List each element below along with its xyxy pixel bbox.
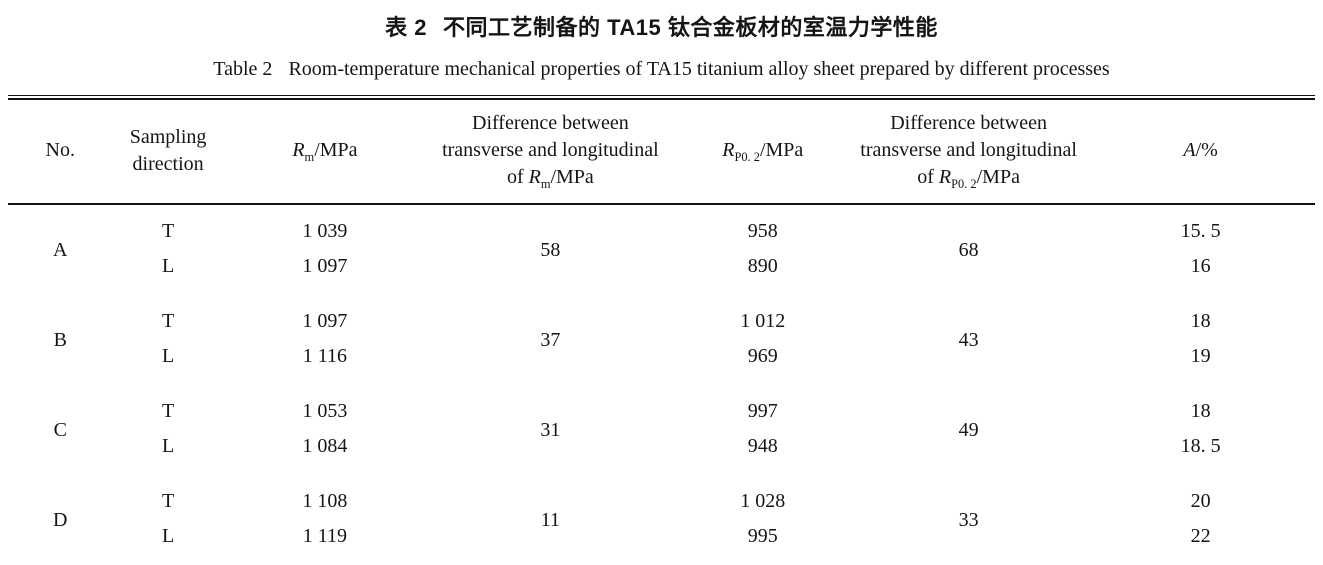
cell-direction: T	[161, 490, 175, 512]
cell-elongation: 18	[1190, 310, 1211, 332]
table-row: L 1 097 890 16	[8, 249, 1315, 295]
rp02-subscript: P0. 2	[734, 150, 760, 164]
cell-diff-rp02: 68	[958, 238, 979, 261]
mechanical-properties-table: No. Sampling direction Rm/MPa Difference…	[8, 100, 1315, 565]
cell-diff-rp02: 43	[958, 328, 979, 351]
process-group-a: A T 1 039 58 958 68 15. 5 L 1 097 890 16	[8, 204, 1315, 295]
cell-direction: T	[161, 310, 175, 332]
table-row: L 1 116 969 19	[8, 339, 1315, 385]
col-header-no: No.	[45, 139, 75, 161]
diff-rp02-line3: of RP0. 2/MPa	[853, 164, 1084, 191]
of-prefix: of	[506, 166, 529, 188]
cell-rp02: 995	[747, 525, 778, 547]
cell-diff-rp02: 49	[958, 418, 979, 441]
diff-rm-line1: Difference between	[472, 112, 629, 134]
header-row: No. Sampling direction Rm/MPa Difference…	[8, 100, 1315, 204]
cell-elongation: 20	[1190, 490, 1211, 512]
table-title-chinese: 表 2 不同工艺制备的 TA15 钛合金板材的室温力学性能	[8, 10, 1315, 42]
diff-rp02-line2: transverse and longitudinal	[860, 139, 1077, 161]
table-number-en: Table 2	[213, 58, 273, 80]
rp02-symbol: R	[722, 139, 735, 161]
of-prefix: of	[917, 166, 939, 188]
cell-direction: L	[161, 435, 175, 457]
cell-direction: T	[161, 220, 175, 242]
cell-rp02: 1 012	[740, 310, 786, 332]
cell-diff-rm: 11	[540, 508, 561, 531]
diff-rm-line3: of Rm/MPa	[428, 164, 672, 191]
cell-rm: 1 097	[302, 255, 348, 277]
cell-rm: 1 097	[302, 310, 348, 332]
rp02-unit: /MPa	[759, 139, 804, 161]
cell-rm: 1 084	[302, 435, 348, 457]
diff-rp02-line1: Difference between	[890, 112, 1047, 134]
cell-rm: 1 116	[302, 345, 348, 367]
cell-rp02: 1 028	[740, 490, 786, 512]
rm-unit: /MPa	[550, 166, 594, 188]
table-top-rule	[8, 95, 1315, 100]
table-caption-zh: 不同工艺制备的 TA15 钛合金板材的室温力学性能	[442, 15, 938, 40]
col-header-sampling-direction: Sampling direction	[129, 125, 207, 175]
rm-symbol: R	[292, 139, 305, 161]
rm-symbol: R	[528, 166, 541, 188]
cell-elongation: 18. 5	[1180, 435, 1221, 457]
cell-no: C	[53, 418, 67, 441]
cell-no: A	[53, 238, 68, 261]
diff-rm-line2: transverse and longitudinal	[442, 139, 659, 161]
col-header-elongation: A/%	[1086, 100, 1315, 204]
cell-elongation: 15. 5	[1180, 220, 1221, 242]
a-unit: /%	[1195, 139, 1218, 161]
cell-diff-rm: 31	[540, 418, 561, 441]
rp02-subscript: P0. 2	[951, 177, 977, 191]
table-caption-en: Room-temperature mechanical properties o…	[288, 58, 1110, 80]
rp02-unit: /MPa	[976, 166, 1020, 188]
cell-rm: 1 119	[302, 525, 348, 547]
cell-rp02: 948	[747, 435, 778, 457]
process-group-c: C T 1 053 31 997 49 18 L 1 084 948 18. 5	[8, 385, 1315, 475]
table-number-zh: 表 2	[385, 15, 427, 40]
cell-no: D	[53, 508, 68, 531]
rm-unit: /MPa	[314, 139, 358, 161]
cell-diff-rm: 58	[540, 238, 561, 261]
col-header-rp02: RP0. 2/MPa	[675, 100, 851, 204]
cell-direction: L	[161, 525, 175, 547]
table-row: C T 1 053 31 997 49 18	[8, 385, 1315, 441]
cell-rm: 1 108	[302, 490, 348, 512]
table-row: D T 1 108 11 1 028 33 20	[8, 475, 1315, 531]
cell-rm: 1 039	[302, 220, 348, 242]
a-symbol: A	[1183, 139, 1196, 161]
cell-diff-rp02: 33	[958, 508, 979, 531]
table-row: L 1 119 995 22	[8, 519, 1315, 565]
rm-subscript: m	[540, 177, 551, 191]
cell-rm: 1 053	[302, 400, 348, 422]
cell-elongation: 22	[1190, 525, 1211, 547]
col-header-rm: Rm/MPa	[224, 100, 427, 204]
rm-subscript: m	[304, 150, 315, 164]
cell-diff-rm: 37	[540, 328, 561, 351]
cell-elongation: 16	[1190, 255, 1211, 277]
col-header-diff-rp02: Difference between transverse and longit…	[851, 100, 1086, 204]
cell-direction: T	[161, 400, 175, 422]
cell-rp02: 969	[747, 345, 778, 367]
rp02-symbol: R	[938, 166, 952, 188]
table-title-english: Table 2 Room-temperature mechanical prope…	[8, 58, 1315, 81]
cell-direction: L	[161, 345, 175, 367]
process-group-b: B T 1 097 37 1 012 43 18 L 1 116 969 19	[8, 295, 1315, 385]
cell-rp02: 890	[747, 255, 778, 277]
cell-elongation: 18	[1190, 400, 1211, 422]
process-group-d: D T 1 108 11 1 028 33 20 L 1 119 995 22	[8, 475, 1315, 565]
cell-direction: L	[161, 255, 175, 277]
table-row: L 1 084 948 18. 5	[8, 429, 1315, 475]
cell-elongation: 19	[1190, 345, 1211, 367]
table-row: A T 1 039 58 958 68 15. 5	[8, 204, 1315, 261]
cell-no: B	[53, 328, 67, 351]
cell-rp02: 997	[747, 400, 778, 422]
table-row: B T 1 097 37 1 012 43 18	[8, 295, 1315, 351]
cell-rp02: 958	[747, 220, 778, 242]
col-header-diff-rm: Difference between transverse and longit…	[426, 100, 674, 204]
